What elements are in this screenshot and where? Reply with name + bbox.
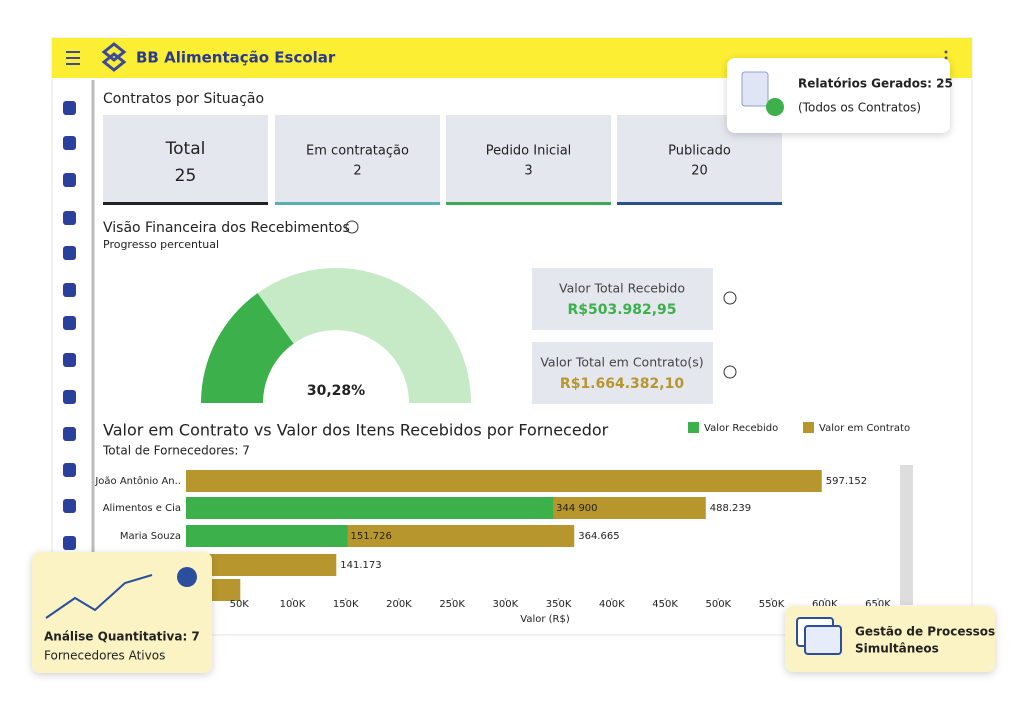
bar bbox=[186, 525, 348, 547]
reports-title: Relatórios Gerados: 25 bbox=[798, 77, 953, 91]
nav-icon[interactable] bbox=[63, 283, 76, 297]
gauge-label: 30,28% bbox=[307, 383, 365, 399]
x-tick-label: 200K bbox=[386, 599, 412, 610]
card-value: 25 bbox=[175, 166, 197, 186]
bar bbox=[186, 497, 554, 519]
nav-icon[interactable] bbox=[63, 246, 76, 260]
category-label: Maria Souza bbox=[120, 531, 181, 542]
x-tick-label: 500K bbox=[705, 599, 731, 610]
chart-title: Valor em Contrato vs Valor dos Itens Rec… bbox=[103, 421, 609, 440]
x-axis-label: Valor (R$) bbox=[520, 614, 570, 625]
value-label: 151.726 bbox=[351, 531, 392, 542]
process-card bbox=[785, 606, 995, 672]
card-border bbox=[446, 202, 611, 205]
card-label: Total bbox=[165, 139, 206, 159]
analysis-card bbox=[32, 552, 212, 673]
x-tick-label: 550K bbox=[759, 599, 785, 610]
card-label: Pedido Inicial bbox=[486, 144, 572, 159]
section-subtitle: Progresso percentual bbox=[103, 238, 219, 251]
x-tick-label: 250K bbox=[439, 599, 465, 610]
process-title: Gestão de Processos bbox=[855, 625, 995, 639]
category-label: Alimentos e Cia bbox=[103, 503, 181, 514]
finance-label: Valor Total em Contrato(s) bbox=[540, 355, 703, 370]
legend-label: Valor Recebido bbox=[704, 423, 778, 434]
bar bbox=[186, 470, 822, 492]
analysis-title: Análise Quantitativa: 7 bbox=[44, 630, 200, 644]
nav-icon[interactable] bbox=[63, 353, 76, 367]
scrollbar[interactable] bbox=[900, 465, 913, 605]
info-icon[interactable] bbox=[723, 291, 737, 305]
nav-icon[interactable] bbox=[63, 499, 76, 513]
reports-subtitle: (Todos os Contratos) bbox=[798, 101, 921, 115]
nav-icon[interactable] bbox=[63, 101, 76, 115]
x-tick-label: 150K bbox=[333, 599, 359, 610]
status-card[interactable] bbox=[103, 115, 268, 205]
nav-icon[interactable] bbox=[63, 536, 76, 550]
card-value: 20 bbox=[691, 164, 708, 179]
logo bbox=[101, 42, 127, 72]
gear-icon bbox=[177, 567, 197, 587]
reports-card bbox=[727, 58, 950, 133]
x-tick-label: 300K bbox=[493, 599, 519, 610]
finance-card bbox=[532, 268, 713, 330]
x-tick-label: 600K bbox=[812, 599, 838, 610]
section-title: Visão Financeira dos Recebimentos bbox=[103, 220, 350, 236]
check-icon bbox=[766, 98, 784, 116]
legend-swatch bbox=[688, 422, 699, 433]
x-tick-label: 100K bbox=[280, 599, 306, 610]
card-value: 2 bbox=[353, 164, 361, 179]
value-label: 344 900 bbox=[556, 503, 597, 514]
gauge-fill bbox=[201, 293, 294, 403]
value-label: 141.173 bbox=[340, 560, 381, 571]
finance-card bbox=[532, 342, 713, 404]
x-tick-label: 50K bbox=[230, 599, 250, 610]
nav-icon[interactable] bbox=[63, 427, 76, 441]
value-label: 364.665 bbox=[578, 531, 619, 542]
card-border bbox=[103, 202, 268, 205]
section-title: Contratos por Situação bbox=[103, 91, 264, 107]
card-label: Em contratação bbox=[306, 144, 409, 159]
nav-icon[interactable] bbox=[63, 173, 76, 187]
nav-icon[interactable] bbox=[63, 390, 76, 404]
process-title: Simultâneos bbox=[855, 642, 939, 656]
chart-subtitle: Total de Fornecedores: 7 bbox=[102, 444, 250, 458]
card-label: Publicado bbox=[668, 144, 731, 159]
status-card[interactable] bbox=[446, 115, 611, 205]
category-label: João Antônio An.. bbox=[94, 475, 181, 487]
x-tick-label: 650K bbox=[865, 599, 891, 610]
finance-value: R$1.664.382,10 bbox=[560, 376, 684, 392]
finance-value: R$503.982,95 bbox=[567, 302, 676, 318]
legend-label: Valor em Contrato bbox=[819, 423, 910, 434]
nav-icon[interactable] bbox=[63, 211, 76, 225]
nav-icon[interactable] bbox=[63, 316, 76, 330]
x-tick-label: 350K bbox=[546, 599, 572, 610]
card-border bbox=[617, 202, 782, 205]
legend-swatch bbox=[803, 422, 814, 433]
sidebar bbox=[63, 101, 76, 550]
nav-icon[interactable] bbox=[63, 136, 76, 150]
status-card[interactable] bbox=[275, 115, 440, 205]
menu-icon[interactable] bbox=[66, 51, 80, 65]
trend-icon bbox=[45, 574, 153, 619]
value-label: 597.152 bbox=[826, 476, 867, 487]
card-value: 3 bbox=[524, 164, 532, 179]
app-title: BB Alimentação Escolar bbox=[136, 49, 336, 67]
value-label: 488.239 bbox=[710, 503, 751, 514]
info-icon[interactable] bbox=[345, 220, 359, 234]
analysis-subtitle: Fornecedores Ativos bbox=[44, 649, 165, 663]
window-icon bbox=[804, 625, 842, 655]
card-border bbox=[275, 202, 440, 205]
x-tick-label: 400K bbox=[599, 599, 625, 610]
nav-icon[interactable] bbox=[63, 463, 76, 477]
info-icon[interactable] bbox=[723, 365, 737, 379]
gauge-track bbox=[257, 268, 471, 403]
bar bbox=[186, 554, 337, 576]
finance-label: Valor Total Recebido bbox=[559, 281, 685, 296]
x-tick-label: 450K bbox=[652, 599, 678, 610]
doc-icon bbox=[741, 71, 769, 107]
